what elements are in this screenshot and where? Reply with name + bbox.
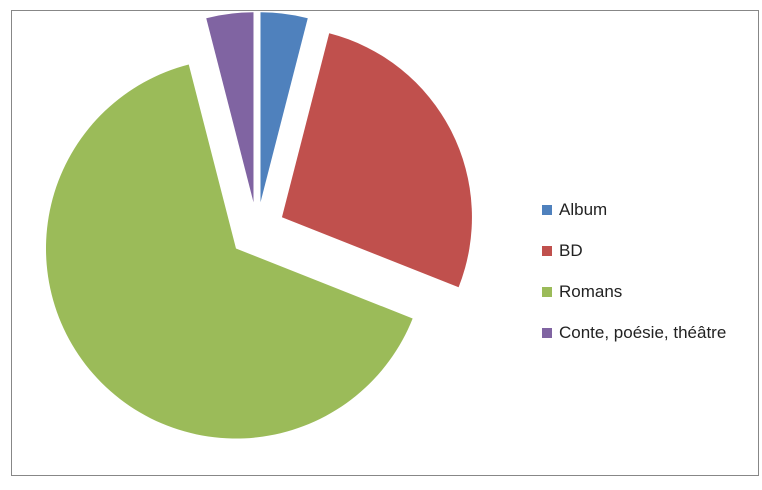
legend: Album BD Romans Conte, poésie, théâtre xyxy=(542,189,726,353)
legend-swatch-romans xyxy=(542,286,552,297)
legend-swatch-bd xyxy=(542,245,552,256)
legend-item-romans: Romans xyxy=(542,271,726,312)
chart-area: Album BD Romans Conte, poésie, théâtre xyxy=(11,10,759,476)
legend-item-album: Album xyxy=(542,189,726,230)
pie-slice-bd xyxy=(281,33,472,288)
pie-slice-romans xyxy=(45,64,413,439)
legend-label-romans: Romans xyxy=(559,281,623,301)
legend-item-conte-poesie-theatre: Conte, poésie, théâtre xyxy=(542,312,726,353)
legend-label-conte-poesie-theatre: Conte, poésie, théâtre xyxy=(559,322,727,342)
pie-chart xyxy=(45,12,472,439)
pie-slice-album xyxy=(260,12,308,203)
legend-label-bd: BD xyxy=(559,240,583,260)
legend-label-album: Album xyxy=(559,199,608,219)
legend-swatch-conte-poesie-theatre xyxy=(542,327,552,338)
legend-item-bd: BD xyxy=(542,230,726,271)
legend-swatch-album xyxy=(542,204,552,215)
pie-slice-conte-poesie-theatre xyxy=(206,12,254,203)
